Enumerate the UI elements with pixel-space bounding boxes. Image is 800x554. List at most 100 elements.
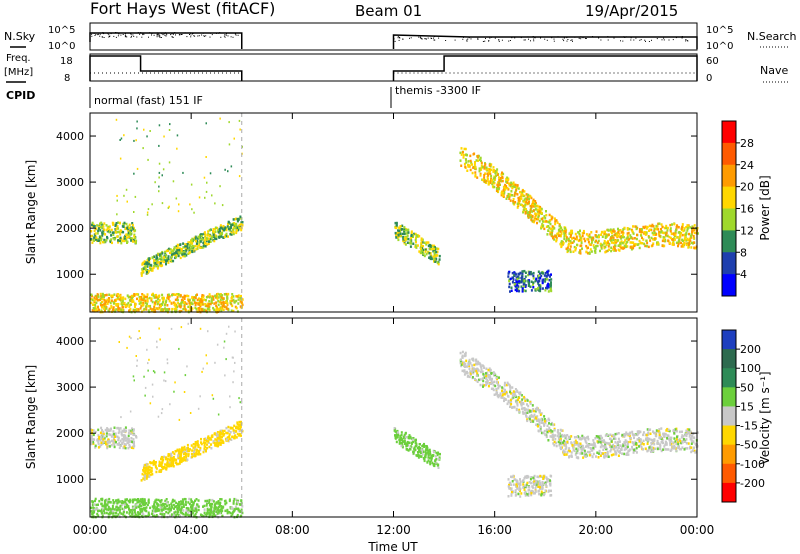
velocity-cell: [150, 466, 153, 470]
velocity-cell: [228, 435, 231, 438]
velocity-cell: [110, 509, 113, 512]
velocity-cell: [97, 434, 100, 437]
power-cell: [673, 233, 676, 237]
power-cell: [93, 299, 96, 302]
power-cell: [147, 309, 150, 312]
velocity-cell: [120, 444, 123, 447]
velocity-cell: [402, 435, 405, 439]
power-cell: [139, 301, 142, 304]
power-cell: [118, 309, 121, 313]
velocity-cell: [182, 512, 185, 516]
power-cell: [599, 242, 602, 246]
velocity-cell: [427, 451, 429, 454]
power-cell: [561, 242, 564, 245]
velocity-cell: [203, 508, 206, 511]
noise-sample: [192, 33, 193, 35]
velocity-cell: [177, 462, 180, 466]
power-cell: [168, 307, 171, 311]
frequency-traces: [89, 55, 698, 81]
power-cell: [691, 230, 693, 234]
power-cell: [235, 295, 238, 298]
noise-sample: [402, 38, 404, 40]
power-cell: [178, 309, 181, 313]
velocity-cell: [180, 451, 183, 454]
power-cell: [489, 172, 492, 176]
power-cell: [198, 236, 201, 239]
velocity-cell: [609, 450, 612, 453]
power-cell: [99, 229, 102, 232]
power-cell: [544, 271, 547, 275]
power-cell: [630, 241, 633, 244]
power-cell: [226, 302, 229, 305]
velocity-cell: [408, 441, 411, 444]
noise-sample: [620, 40, 621, 42]
power-cell: [136, 167, 139, 170]
power-cell: [616, 239, 619, 242]
power-cell: [198, 299, 201, 303]
power-cell: [565, 236, 568, 239]
power-cell: [613, 247, 616, 250]
power-cell: [145, 265, 148, 268]
power-cell: [108, 293, 111, 296]
velocity-cell: [93, 438, 96, 441]
velocity-cell: [180, 453, 183, 456]
noise-sample: [192, 32, 194, 34]
power-cell: [590, 236, 593, 239]
power-cell: [168, 299, 171, 303]
velocity-cell: [158, 460, 161, 464]
power-cell: [590, 231, 593, 234]
power-cell: [119, 233, 122, 236]
power-cell: [206, 234, 209, 237]
velocity-cell: [121, 507, 124, 511]
power-cell: [641, 242, 644, 245]
velocity-cell: [149, 506, 152, 510]
noise-sample: [158, 35, 160, 37]
power-cell: [588, 235, 591, 239]
velocity-cell: [609, 445, 612, 448]
velocity-cell: [217, 500, 220, 503]
velocity-cell: [180, 448, 183, 452]
power-cell: [507, 275, 510, 278]
power-cell: [105, 224, 108, 227]
power-cell: [187, 252, 190, 255]
power-cell: [575, 235, 578, 238]
power-cell: [514, 192, 517, 195]
power-cell: [100, 226, 103, 229]
velocity-cell: [182, 503, 185, 506]
noise-sample: [232, 36, 234, 38]
velocity-cell: [475, 358, 478, 361]
power-cell: [547, 225, 550, 228]
power-cell: [475, 159, 478, 162]
power-cell: [523, 279, 526, 282]
power-cell: [121, 309, 124, 313]
power-cell: [201, 294, 204, 297]
power-cell: [596, 235, 599, 238]
velocity-cell: [164, 507, 167, 510]
power-cell: [95, 308, 98, 311]
power-cell: [159, 303, 161, 307]
velocity-cell: [218, 509, 221, 513]
power-cell: [157, 301, 159, 304]
velocity-cell: [399, 434, 402, 438]
velocity-cell: [176, 512, 179, 516]
power-cell: [563, 229, 566, 233]
power-cell: [523, 200, 526, 203]
velocity-cell: [206, 446, 208, 450]
noise-sample: [161, 33, 163, 35]
power-cell: [560, 240, 563, 243]
power-cell: [483, 180, 486, 183]
power-cell: [120, 308, 123, 311]
noise-sample: [635, 37, 637, 39]
power-cell: [619, 245, 622, 248]
power-cell: [547, 285, 550, 288]
power-cell: [598, 235, 600, 239]
power-cell: [543, 274, 546, 277]
power-cell: [99, 292, 102, 296]
power-cell: [201, 308, 204, 311]
power-cell: [585, 244, 588, 248]
velocity-cell: [99, 431, 102, 435]
power-cell: [115, 222, 118, 225]
velocity-cell: [179, 514, 182, 518]
power-cell: [224, 168, 226, 171]
velocity-cell: [557, 437, 560, 440]
